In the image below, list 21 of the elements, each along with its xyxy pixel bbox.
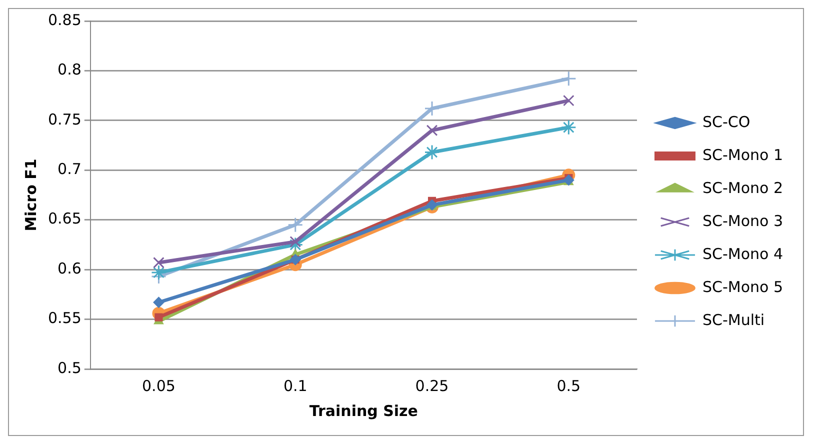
x-tick-label: 0.25 xyxy=(415,376,449,395)
legend-label: SC-Mono 1 xyxy=(702,146,784,164)
y-tick-label: 0.75 xyxy=(48,110,82,128)
y-tick-label: 0.5 xyxy=(58,358,82,377)
legend-label: SC-CO xyxy=(702,112,750,131)
x-tick-label: 0.1 xyxy=(283,376,308,395)
y-tick-label: 0.55 xyxy=(48,309,82,328)
y-tick-label: 0.85 xyxy=(48,10,82,29)
legend-label: SC-Mono 3 xyxy=(702,212,784,230)
x-tick-label: 0.05 xyxy=(142,376,176,395)
y-tick-label: 0.8 xyxy=(58,60,82,79)
x-axis-title: Training Size xyxy=(309,402,418,420)
y-axis-title: Micro F1 xyxy=(22,158,40,232)
x-tick-label: 0.5 xyxy=(556,376,581,395)
y-tick-label: 0.65 xyxy=(48,210,82,228)
y-tick-label: 0.7 xyxy=(58,160,82,178)
y-tick-label: 0.6 xyxy=(58,259,82,278)
legend-label: SC-Mono 5 xyxy=(702,278,784,296)
legend-label: SC-Mono 4 xyxy=(702,244,784,263)
legend-label: SC-Mono 2 xyxy=(702,178,784,197)
legend-label: SC-Multi xyxy=(702,310,765,329)
